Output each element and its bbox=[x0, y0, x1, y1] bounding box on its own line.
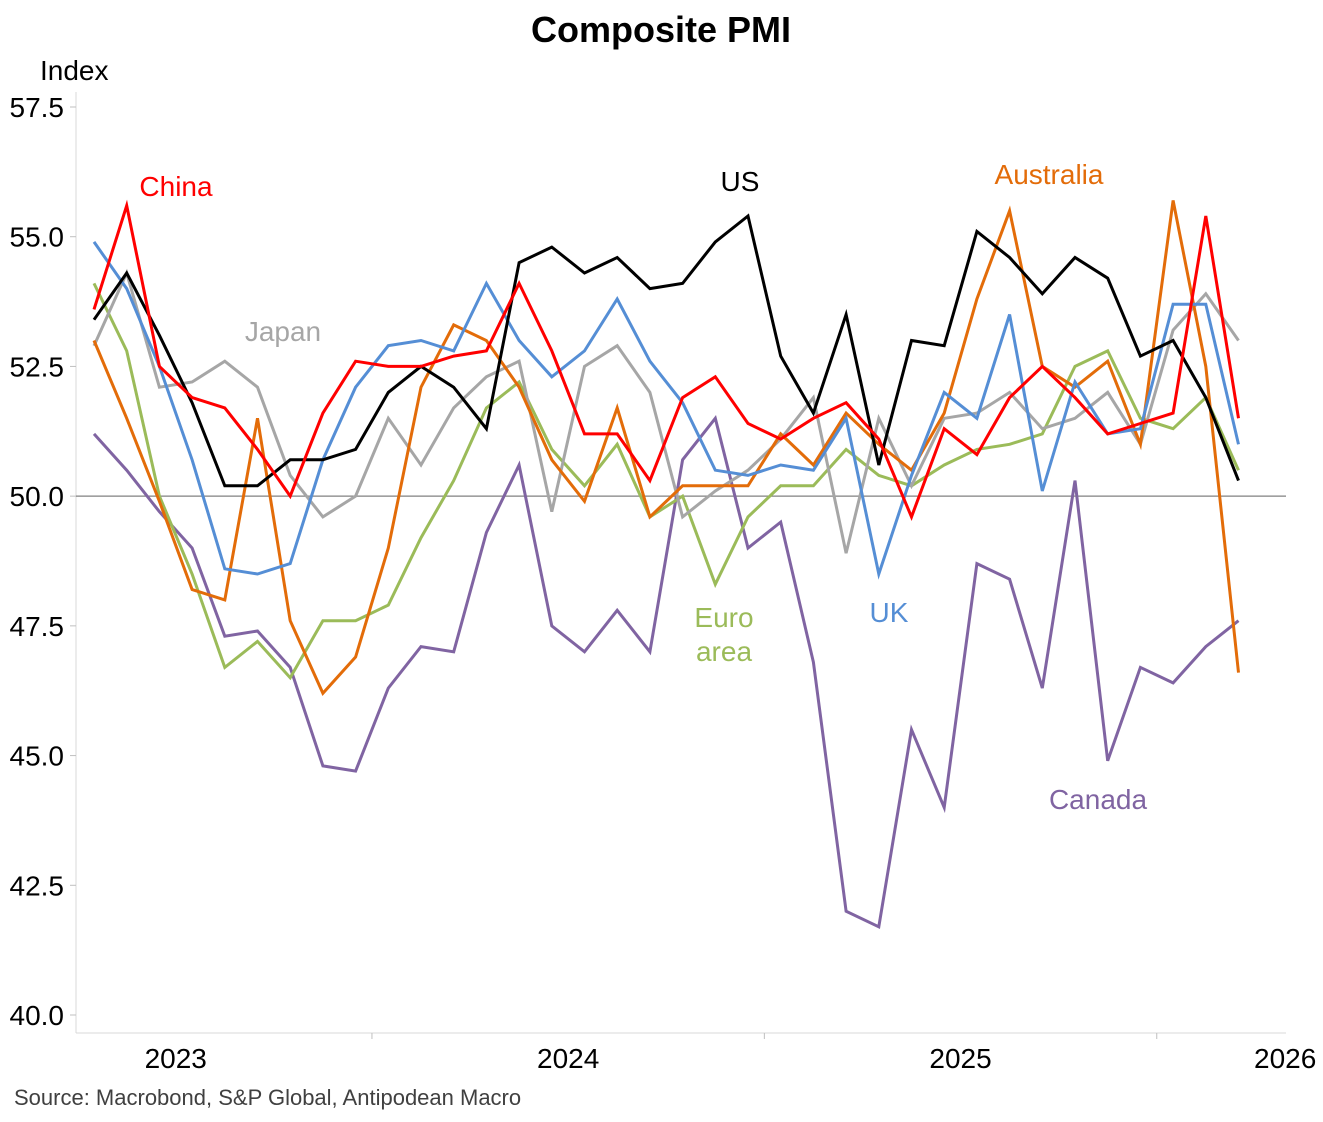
series-label-china: China bbox=[139, 171, 213, 202]
x-tick-label: 2023 bbox=[145, 1043, 207, 1074]
x-tick-label: 2024 bbox=[537, 1043, 599, 1074]
series-label-japan: Japan bbox=[245, 316, 321, 347]
series-group bbox=[92, 199, 1240, 930]
series-line-canada bbox=[92, 414, 1240, 930]
y-tick-label: 50.0 bbox=[10, 481, 65, 512]
series-line-uk bbox=[92, 241, 1240, 580]
y-tick-label: 40.0 bbox=[10, 1000, 65, 1031]
axes: 40.0 42.5 45.0 47.5 50.0 52.5 55.0 57.5 2023 2024… bbox=[10, 92, 1316, 1074]
y-tick-label: 57.5 bbox=[10, 92, 65, 123]
series-label-australia: Australia bbox=[995, 159, 1104, 190]
chart-title: Composite PMI bbox=[531, 9, 791, 50]
x-tick-label: 2026 bbox=[1254, 1043, 1316, 1074]
series-label-us: US bbox=[721, 166, 760, 197]
series-label-euro-area: Euro area bbox=[694, 602, 753, 667]
y-tick-label: 52.5 bbox=[10, 351, 65, 382]
y-tick-label: 47.5 bbox=[10, 611, 65, 642]
series-label-canada: Canada bbox=[1049, 784, 1148, 815]
y-axis-label: Index bbox=[40, 55, 109, 86]
series-line-us bbox=[92, 213, 1240, 488]
series-line-japan bbox=[92, 268, 1240, 554]
series-line-australia bbox=[92, 200, 1240, 697]
series-line-euro-area bbox=[92, 282, 1240, 681]
y-tick-label: 45.0 bbox=[10, 741, 65, 772]
series-line-china bbox=[92, 199, 1240, 521]
y-tick-label: 55.0 bbox=[10, 222, 65, 253]
series-label-uk: UK bbox=[870, 597, 909, 628]
series-labels: Canada Euro area Japan Australia UK US China bbox=[139, 159, 1147, 815]
source-note: Source: Macrobond, S&P Global, Antipodea… bbox=[14, 1085, 521, 1110]
y-tick-label: 42.5 bbox=[10, 870, 65, 901]
x-tick-label: 2025 bbox=[929, 1043, 991, 1074]
